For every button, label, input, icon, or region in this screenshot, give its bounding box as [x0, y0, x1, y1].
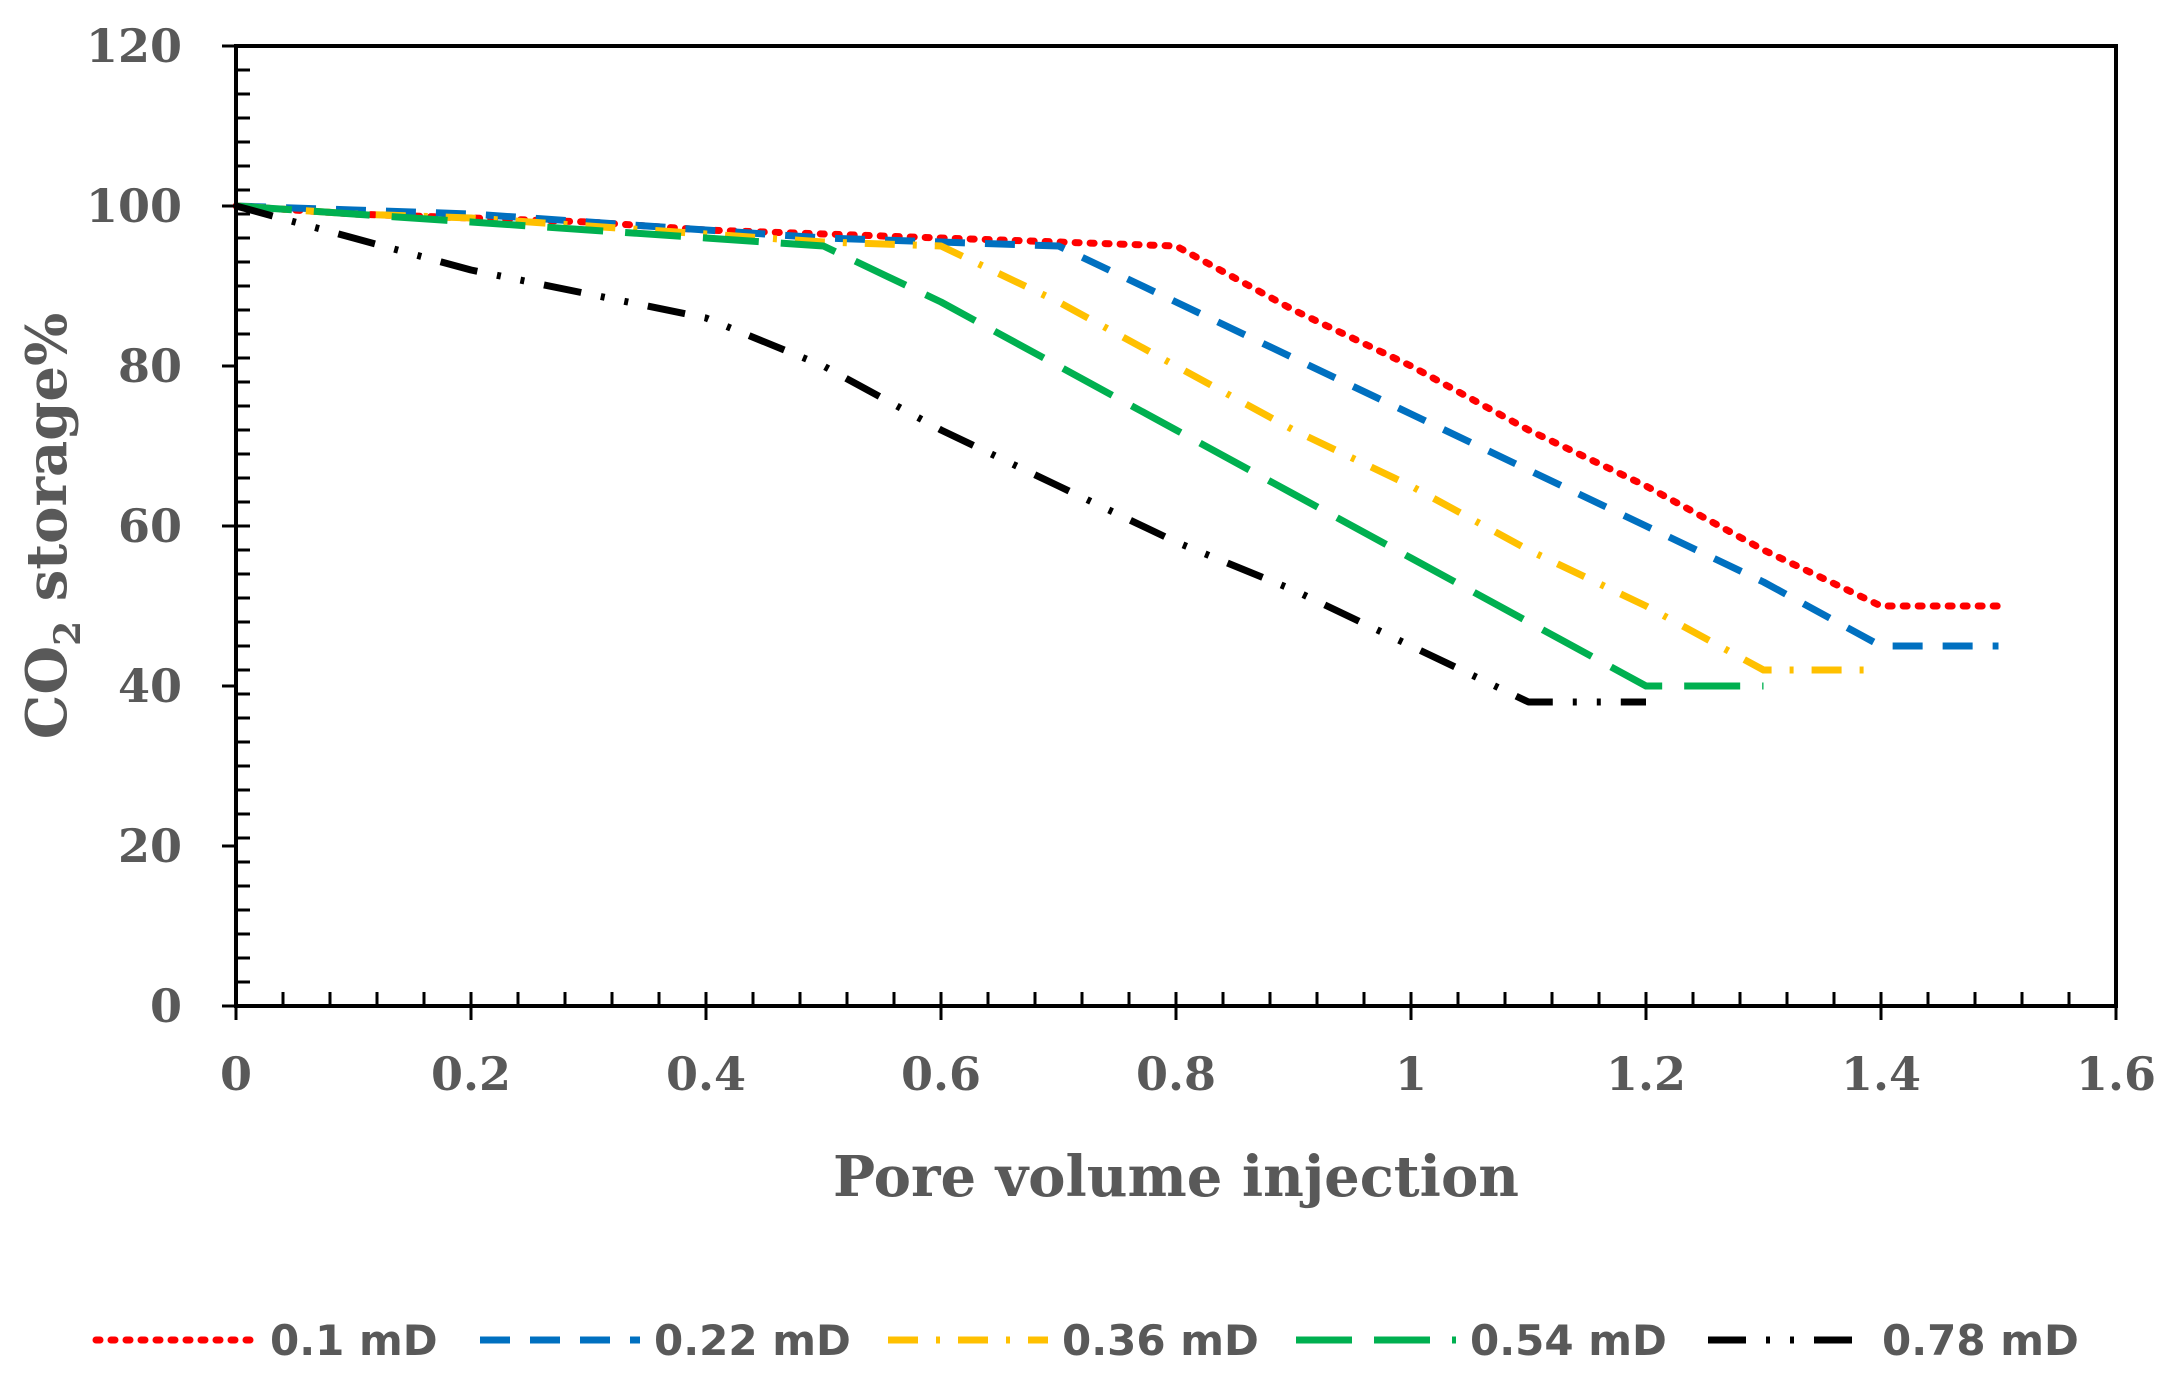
- axis-tick-labels: 0 0.2 0.4 0.6 0.8 1 1.2 1.4 1.6 0 20 40 60 80 100 120: [86, 19, 2156, 1101]
- y-tick-label: 20: [118, 819, 182, 873]
- x-tick-label: 1.6: [2076, 1047, 2156, 1101]
- y-axis-title: CO2 storage%: [14, 313, 89, 739]
- x-tick-label: 0.6: [901, 1047, 981, 1101]
- y-tick-label: 120: [86, 19, 182, 73]
- y-tick-label: 40: [118, 659, 182, 713]
- legend-label: 0.36 mD: [1062, 1316, 1259, 1365]
- y-tick-label: 80: [118, 339, 182, 393]
- series-line-0-54-md: [235, 202, 1764, 690]
- axis-ticks: [222, 44, 2118, 1020]
- x-tick-label: 0.4: [666, 1047, 746, 1101]
- x-tick-label: 1: [1395, 1047, 1427, 1101]
- legend-label: 0.1 mD: [270, 1316, 438, 1365]
- series-line-0-1-md: [232, 202, 2002, 610]
- y-axis-title-suffix: storage%: [14, 313, 80, 621]
- x-axis-title: Pore volume injection: [833, 1144, 1519, 1210]
- y-axis-title-subscript: 2: [47, 621, 89, 646]
- x-tick-label: 1.4: [1841, 1047, 1921, 1101]
- series-line-0-36-md: [235, 202, 1881, 674]
- plot-frame: [234, 44, 2118, 1008]
- x-tick-label: 0.2: [431, 1047, 511, 1101]
- x-tick-label: 0: [220, 1047, 252, 1101]
- legend-label: 0.22 mD: [654, 1316, 851, 1365]
- legend: 0.1 mD 0.22 mD 0.36 mD 0.54 mD 0.78 mD: [92, 1316, 2079, 1365]
- y-tick-label: 0: [150, 979, 182, 1033]
- series-line-0-22-md: [235, 202, 1999, 650]
- x-tick-label: 0.8: [1136, 1047, 1216, 1101]
- y-axis-title-prefix: CO: [14, 646, 80, 739]
- plot-lines: [232, 202, 2002, 706]
- legend-label: 0.78 mD: [1882, 1316, 2079, 1365]
- y-tick-label: 100: [86, 179, 182, 233]
- x-tick-label: 1.2: [1606, 1047, 1686, 1101]
- y-tick-label: 60: [118, 499, 182, 553]
- series-line-0-78-md: [235, 202, 1646, 706]
- legend-label: 0.54 mD: [1470, 1316, 1667, 1365]
